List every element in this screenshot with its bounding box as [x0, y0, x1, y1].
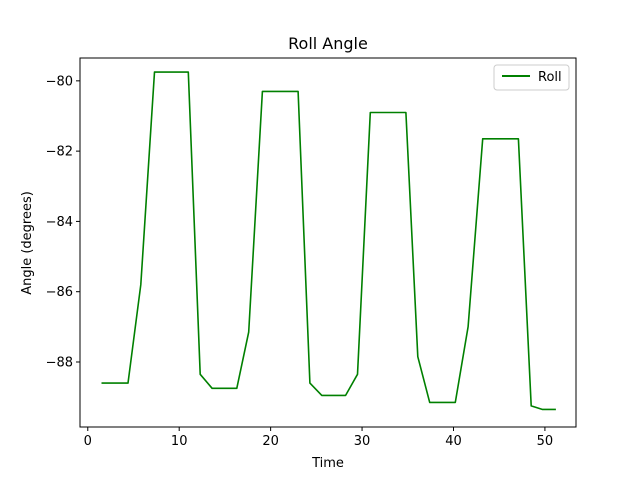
y-tick-label: −82 — [46, 145, 73, 160]
y-tick-label: −80 — [46, 74, 73, 89]
legend-frame — [493, 64, 570, 91]
x-tick-label: 40 — [445, 434, 462, 449]
y-axis-label: Angle (degrees) — [20, 191, 35, 295]
plot-area: 0 10 20 30 40 50 −88 −86 −84 −82 −80 — [46, 57, 577, 449]
x-tick-label: 30 — [354, 434, 371, 449]
series-line-roll — [101, 71, 556, 411]
y-tick-label: −88 — [46, 355, 73, 370]
legend: Roll — [493, 64, 570, 91]
y-tick-label: −84 — [46, 215, 73, 230]
x-tick-label: 50 — [537, 434, 554, 449]
legend-label-roll: Roll — [538, 70, 562, 85]
x-tick-label: 0 — [84, 434, 92, 449]
y-tick-label: −86 — [46, 285, 73, 300]
chart-title: Roll Angle — [288, 34, 368, 53]
plot-frame — [79, 57, 577, 428]
x-axis-label: Time — [311, 456, 344, 471]
x-tick-label: 10 — [171, 434, 188, 449]
x-tick-label: 20 — [262, 434, 279, 449]
